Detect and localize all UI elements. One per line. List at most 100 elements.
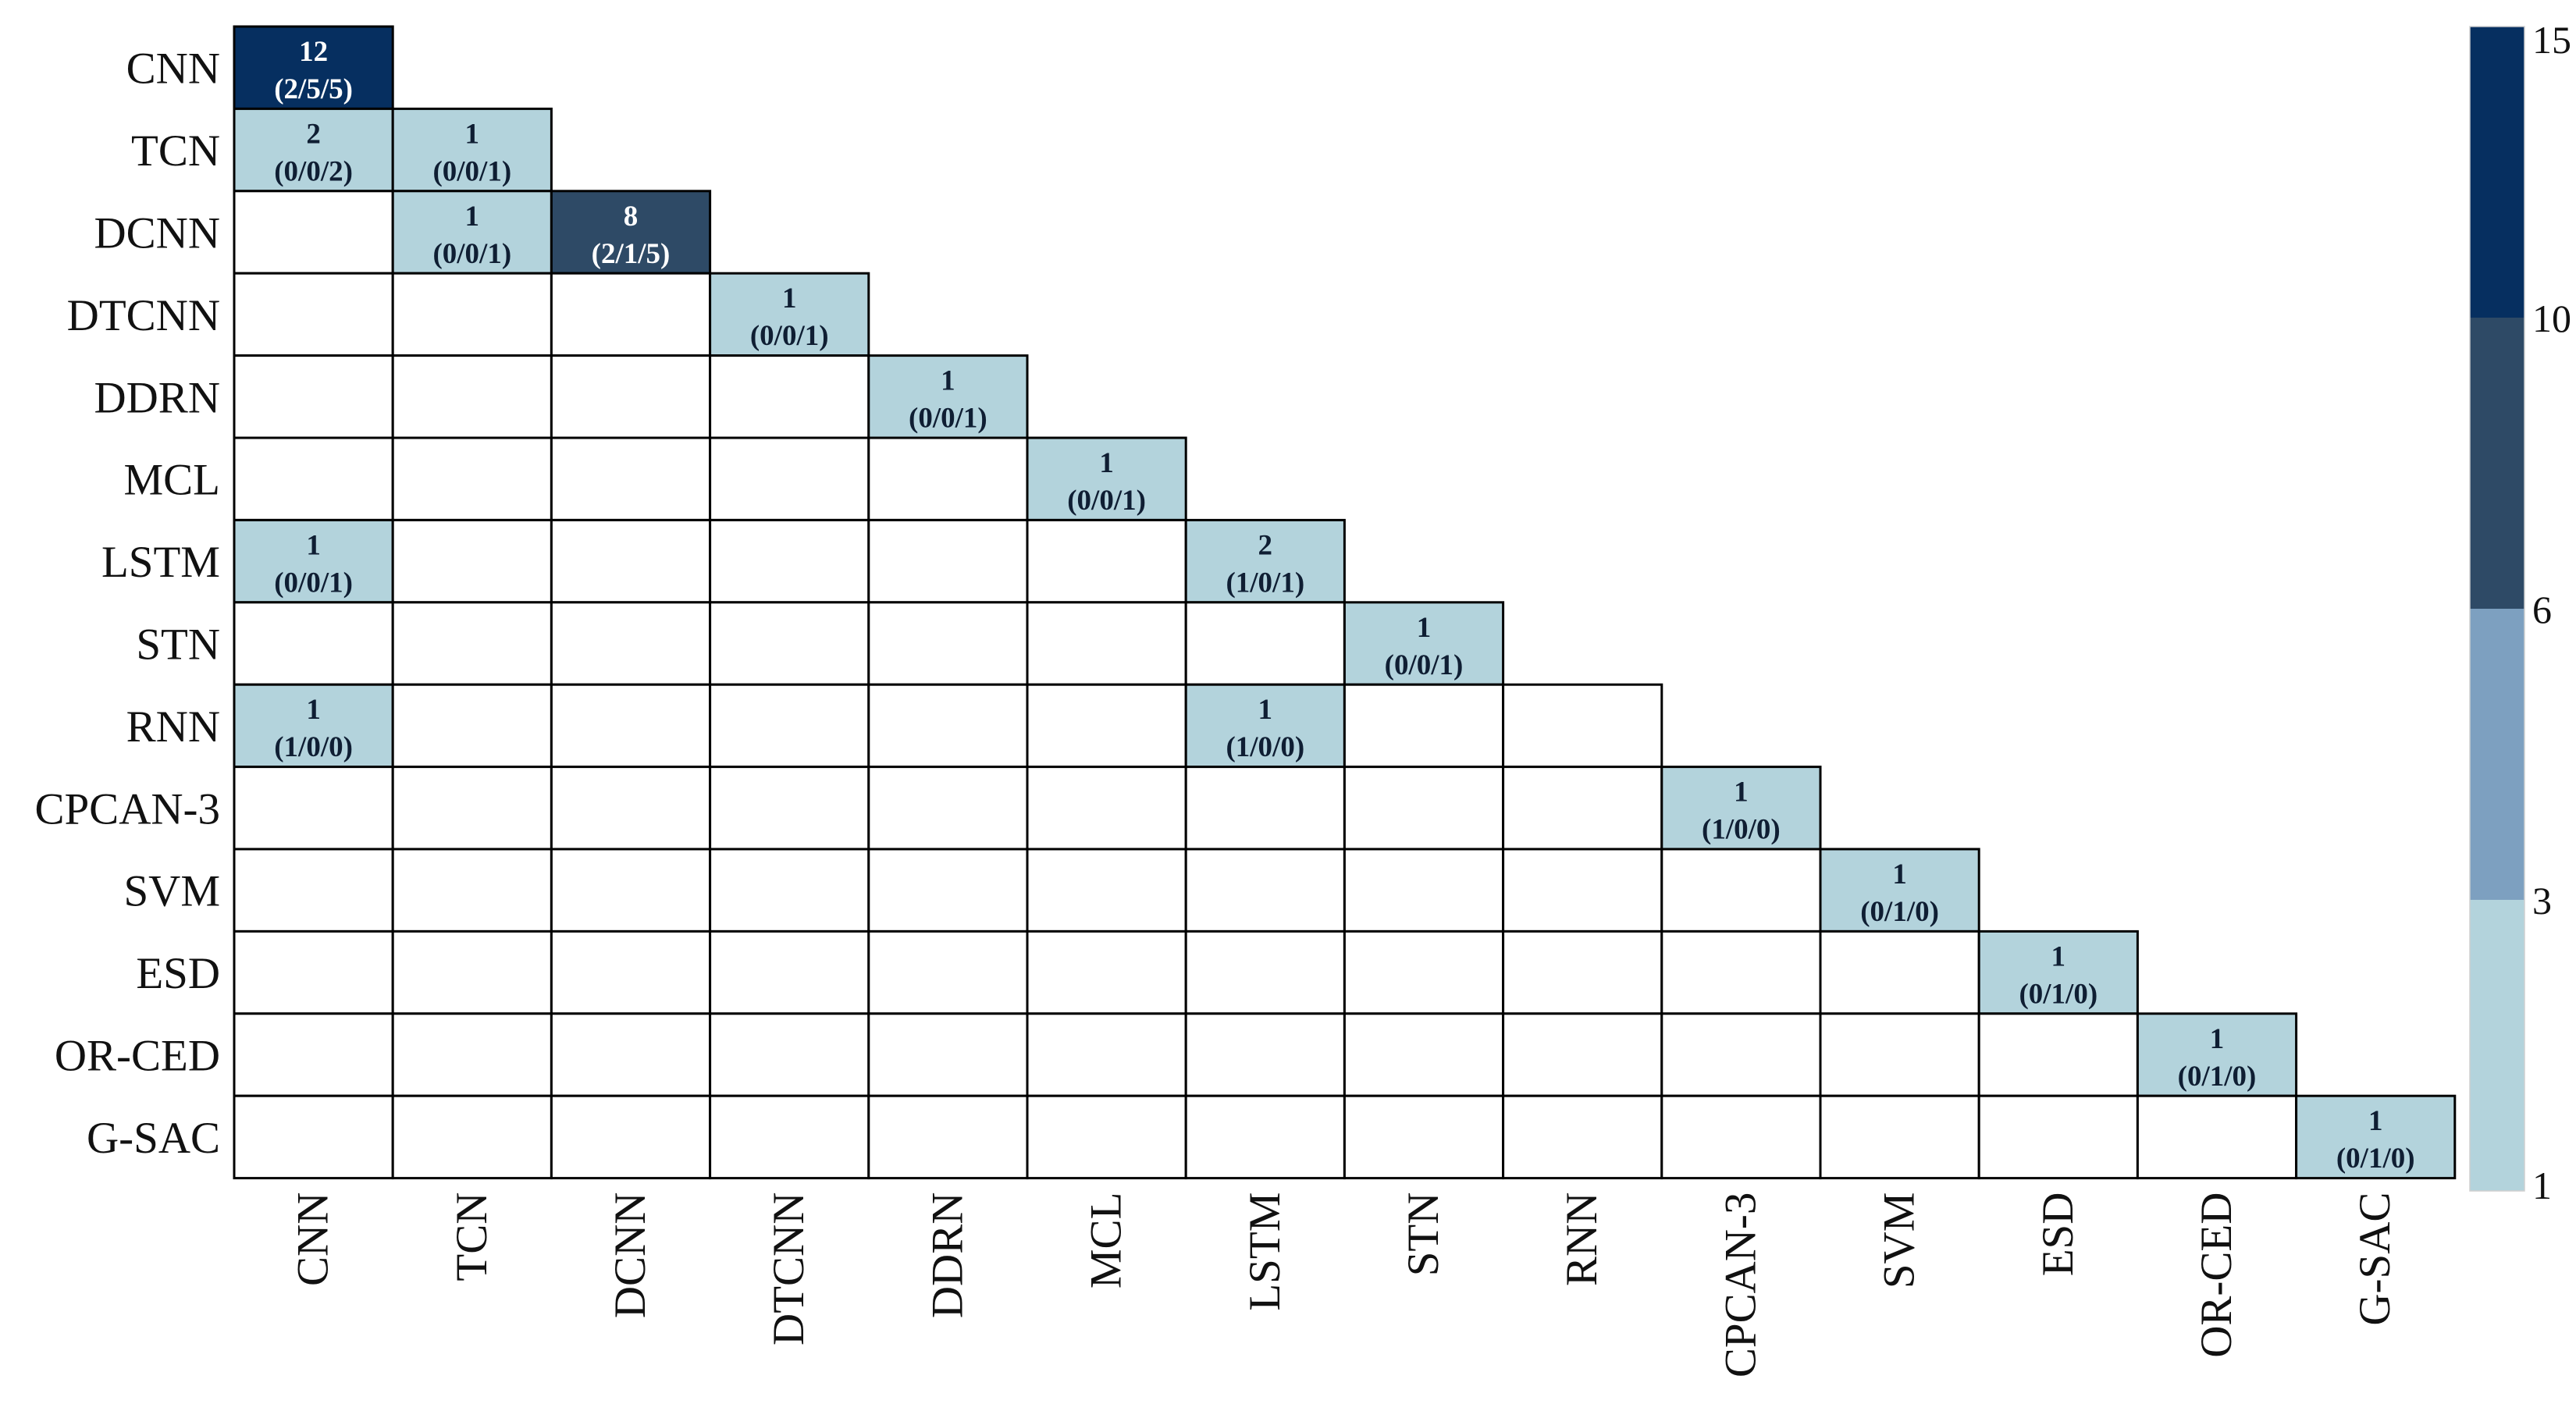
cell-detail-mcl-mcl: (0/0/1) bbox=[1067, 485, 1146, 517]
cell-cpcan-3-stn bbox=[1343, 766, 1505, 851]
cell-value-rnn-cnn: 1 bbox=[306, 694, 321, 726]
cell-mcl-mcl bbox=[1026, 436, 1187, 521]
cell-esd-dtcnn bbox=[709, 929, 870, 1015]
cell-cnn-cnn bbox=[233, 25, 394, 110]
cell-g-sac-cpcan-3 bbox=[1660, 1094, 1822, 1180]
cell-g-sac-mcl bbox=[1026, 1094, 1187, 1180]
y-tick-label-cnn: CNN bbox=[126, 44, 220, 94]
cell-value-dcnn-dcnn: 8 bbox=[624, 201, 639, 233]
cell-or-ced-rnn bbox=[1502, 1012, 1663, 1097]
cell-g-sac-rnn bbox=[1502, 1094, 1663, 1180]
cell-rnn-cnn bbox=[233, 683, 394, 769]
cell-stn-dcnn bbox=[550, 601, 712, 686]
cell-value-dcnn-tcn: 1 bbox=[465, 201, 480, 233]
cell-svm-stn bbox=[1343, 848, 1505, 933]
x-tick-label-svm: SVM bbox=[1875, 1193, 1924, 1289]
cell-ddrn-cnn bbox=[233, 354, 394, 439]
y-tick-label-lstm: LSTM bbox=[101, 538, 220, 587]
x-tick-label-or-ced: OR-CED bbox=[2192, 1193, 2241, 1358]
cell-esd-lstm bbox=[1184, 929, 1346, 1015]
x-tick-label-g-sac: G-SAC bbox=[2350, 1193, 2400, 1326]
cell-lstm-tcn bbox=[391, 518, 553, 604]
cell-cpcan-3-dtcnn bbox=[709, 766, 870, 851]
cell-detail-lstm-lstm: (1/0/1) bbox=[1226, 567, 1304, 599]
cell-cpcan-3-rnn bbox=[1502, 766, 1663, 851]
cell-mcl-cnn bbox=[233, 436, 394, 521]
cell-lstm-lstm bbox=[1184, 518, 1346, 604]
cell-value-svm-svm: 1 bbox=[1892, 858, 1907, 890]
cell-cpcan-3-tcn bbox=[391, 766, 553, 851]
cell-detail-dtcnn-dtcnn: (0/0/1) bbox=[750, 320, 829, 352]
cell-g-sac-lstm bbox=[1184, 1094, 1346, 1180]
cell-or-ced-dcnn bbox=[550, 1012, 712, 1097]
cell-rnn-rnn bbox=[1502, 683, 1663, 769]
cell-value-tcn-cnn: 2 bbox=[306, 118, 321, 150]
x-tick-label-ddrn: DDRN bbox=[923, 1193, 972, 1319]
cell-tcn-cnn bbox=[233, 107, 394, 193]
cell-or-ced-or-ced bbox=[2136, 1012, 2298, 1097]
cell-esd-cnn bbox=[233, 929, 394, 1015]
cell-g-sac-dcnn bbox=[550, 1094, 712, 1180]
cell-value-lstm-lstm: 2 bbox=[1258, 529, 1273, 561]
colorbar-tick-label-3: 3 bbox=[2532, 879, 2552, 922]
cell-lstm-dtcnn bbox=[709, 518, 870, 604]
cell-detail-dcnn-dcnn: (2/1/5) bbox=[592, 238, 671, 270]
cell-g-sac-dtcnn bbox=[709, 1094, 870, 1180]
y-tick-label-stn: STN bbox=[136, 620, 220, 670]
y-tick-label-cpcan-3: CPCAN-3 bbox=[34, 784, 220, 834]
x-tick-label-stn: STN bbox=[1399, 1193, 1448, 1277]
cell-rnn-dtcnn bbox=[709, 683, 870, 769]
cell-esd-tcn bbox=[391, 929, 553, 1015]
cell-cpcan-3-ddrn bbox=[867, 766, 1029, 851]
colorbar-tick-label-6: 6 bbox=[2532, 588, 2552, 631]
y-tick-label-ddrn: DDRN bbox=[94, 373, 220, 422]
cell-stn-cnn bbox=[233, 601, 394, 686]
x-tick-label-dtcnn: DTCNN bbox=[764, 1193, 813, 1345]
x-tick-label-dcnn: DCNN bbox=[606, 1193, 655, 1319]
cell-esd-ddrn bbox=[867, 929, 1029, 1015]
cell-detail-cnn-cnn: (2/5/5) bbox=[274, 73, 353, 105]
cell-detail-or-ced-or-ced: (0/1/0) bbox=[2178, 1061, 2257, 1093]
y-tick-label-mcl: MCL bbox=[123, 456, 220, 505]
cell-value-lstm-cnn: 1 bbox=[306, 529, 321, 561]
cell-cpcan-3-cpcan-3 bbox=[1660, 766, 1822, 851]
cell-esd-cpcan-3 bbox=[1660, 929, 1822, 1015]
cell-rnn-tcn bbox=[391, 683, 553, 769]
colorbar-tick-label-1: 1 bbox=[2532, 1164, 2552, 1207]
cell-dtcnn-cnn bbox=[233, 272, 394, 357]
colorbar-segment-1-3 bbox=[2470, 900, 2524, 1191]
x-tick-label-tcn: TCN bbox=[447, 1193, 496, 1281]
cell-stn-stn bbox=[1343, 601, 1505, 686]
cell-esd-mcl bbox=[1026, 929, 1187, 1015]
cell-value-tcn-tcn: 1 bbox=[465, 118, 480, 150]
cell-g-sac-tcn bbox=[391, 1094, 553, 1180]
heatmap-grid: 12(2/5/5)2(0/0/2)1(0/0/1)1(0/0/1)8(2/1/5… bbox=[233, 25, 2457, 1180]
cell-or-ced-ddrn bbox=[867, 1012, 1029, 1097]
y-tick-label-or-ced: OR-CED bbox=[55, 1032, 220, 1081]
x-tick-label-cpcan-3: CPCAN-3 bbox=[1716, 1193, 1765, 1378]
cell-ddrn-dcnn bbox=[550, 354, 712, 439]
y-tick-label-dtcnn: DTCNN bbox=[67, 291, 220, 340]
x-tick-label-rnn: RNN bbox=[1557, 1193, 1606, 1286]
cell-or-ced-mcl bbox=[1026, 1012, 1187, 1097]
cell-detail-ddrn-ddrn: (0/0/1) bbox=[909, 403, 987, 435]
cell-value-ddrn-ddrn: 1 bbox=[941, 365, 955, 397]
cell-mcl-ddrn bbox=[867, 436, 1029, 521]
cell-detail-rnn-cnn: (1/0/0) bbox=[274, 731, 353, 763]
cell-value-g-sac-g-sac: 1 bbox=[2368, 1105, 2383, 1137]
cell-mcl-dtcnn bbox=[709, 436, 870, 521]
cell-g-sac-or-ced bbox=[2136, 1094, 2298, 1180]
cell-value-dtcnn-dtcnn: 1 bbox=[782, 283, 797, 315]
cell-value-cpcan-3-cpcan-3: 1 bbox=[1734, 777, 1749, 809]
cell-detail-stn-stn: (0/0/1) bbox=[1385, 649, 1464, 681]
cell-or-ced-esd bbox=[1977, 1012, 2139, 1097]
y-tick-label-dcnn: DCNN bbox=[94, 209, 220, 258]
cell-esd-esd bbox=[1977, 929, 2139, 1015]
cell-svm-cnn bbox=[233, 848, 394, 933]
cell-detail-tcn-tcn: (0/0/1) bbox=[432, 155, 511, 187]
cell-detail-rnn-lstm: (1/0/0) bbox=[1226, 731, 1304, 763]
colorbar-tick-label-15: 15 bbox=[2532, 18, 2571, 62]
cell-tcn-tcn bbox=[391, 107, 553, 193]
cell-value-mcl-mcl: 1 bbox=[1099, 447, 1114, 479]
